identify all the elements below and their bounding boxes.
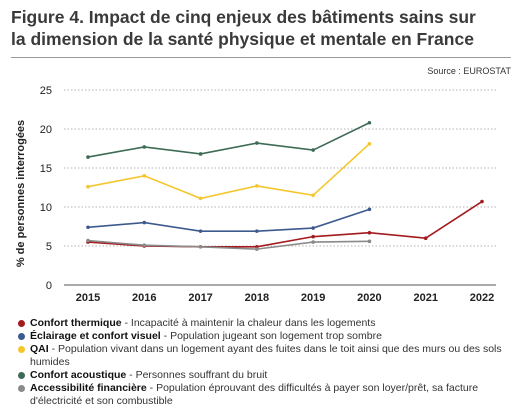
legend-series-description: Personnes souffrant du bruit: [135, 369, 268, 381]
y-tick-label: 5: [46, 241, 52, 253]
legend-item: Confort acoustique - Personnes souffrant…: [18, 369, 514, 382]
data-point: [367, 120, 372, 125]
data-point: [311, 234, 315, 239]
y-tick-label: 15: [40, 163, 52, 175]
source-note: Source : EUROSTAT: [427, 66, 511, 76]
legend-separator: -: [126, 369, 136, 381]
legend-series-name: Accessibilité financière: [30, 382, 147, 394]
legend-series-description: Population jugeant son logement trop som…: [170, 330, 382, 342]
data-point: [255, 141, 259, 145]
legend-series-name: Confort acoustique: [30, 369, 127, 381]
legend-dot-icon: [18, 333, 25, 340]
data-point: [367, 142, 372, 146]
legend-dot-icon: [18, 385, 25, 392]
data-point: [311, 193, 315, 198]
data-point: [198, 152, 203, 156]
legend-item: QAI - Population vivant dans un logement…: [18, 343, 514, 369]
y-tick-label: 10: [40, 202, 52, 214]
x-tick-label: 2022: [470, 292, 494, 304]
x-tick-label: 2016: [132, 292, 156, 304]
data-point: [86, 184, 90, 189]
x-tick-label: 2018: [245, 292, 269, 304]
y-tick-labels: 0 5 10 15 20 25: [40, 85, 52, 292]
legend-separator: -: [146, 382, 157, 394]
series-2: [86, 142, 372, 201]
data-point: [198, 244, 203, 249]
y-tick-label: 20: [40, 124, 52, 136]
data-point: [255, 247, 259, 251]
data-point: [367, 239, 372, 244]
data-point: [142, 220, 147, 225]
legend-series-name: Confort thermique: [30, 317, 122, 329]
data-point: [423, 236, 428, 240]
x-tick-label: 2021: [413, 292, 437, 304]
title-divider: [11, 57, 511, 58]
series-3: [86, 120, 372, 159]
legend-series-name: Éclairage et confort visuel: [30, 330, 161, 342]
legend-series-description: Incapacité à maintenir la chaleur dans l…: [130, 317, 376, 329]
data-point: [311, 148, 315, 152]
x-tick-label: 2015: [76, 292, 100, 304]
series-line: [87, 208, 370, 232]
data-point: [86, 238, 90, 243]
legend-dot-icon: [18, 346, 25, 353]
y-tick-label: 0: [46, 280, 52, 292]
y-axis-label: % de personnes interrogées: [15, 120, 27, 267]
x-tick-label: 2020: [357, 292, 381, 304]
data-point: [255, 184, 259, 188]
series-line: [87, 239, 370, 250]
data-point: [198, 196, 203, 201]
legend-series-name: QAI: [30, 343, 49, 355]
y-tick-label: 25: [40, 85, 52, 97]
legend-separator: -: [160, 330, 171, 342]
series-line: [87, 143, 370, 200]
legend: Confort thermique - Incapacité à mainten…: [18, 317, 514, 408]
x-tick-label: 2019: [301, 292, 325, 304]
legend-dot-icon: [18, 320, 25, 327]
legend-item: Confort thermique - Incapacité à mainten…: [18, 317, 514, 330]
legend-dot-icon: [18, 372, 25, 379]
data-point: [86, 155, 90, 159]
data-point: [142, 174, 147, 178]
series-1: [86, 207, 372, 233]
legend-series-description: Population vivant dans un logement ayant…: [30, 343, 502, 368]
title-line-2: la dimension de la santé physique et men…: [11, 29, 474, 49]
data-point: [311, 226, 315, 230]
series-line: [87, 122, 370, 158]
page-title: Figure 4. Impact de cinq enjeux des bâti…: [11, 6, 516, 50]
data-point: [367, 230, 372, 235]
legend-separator: -: [48, 343, 59, 355]
series-group: [86, 120, 484, 251]
data-point: [142, 145, 147, 149]
series-4: [86, 238, 372, 251]
legend-item: Éclairage et confort visuel - Population…: [18, 330, 514, 343]
data-point: [255, 229, 259, 233]
data-point: [198, 229, 203, 233]
legend-series-description: Population éprouvant des difficultés à p…: [30, 382, 479, 407]
data-point: [311, 240, 315, 244]
data-point: [86, 225, 90, 230]
x-tick-label: 2017: [188, 292, 212, 304]
grid-lines: [64, 89, 496, 286]
title-line-1: Figure 4. Impact de cinq enjeux des bâti…: [11, 7, 476, 27]
legend-item: Accessibilité financière - Population ép…: [18, 382, 514, 408]
series-line: [87, 200, 483, 248]
data-point: [480, 199, 484, 204]
legend-separator: -: [121, 317, 131, 329]
x-tick-labels: 2015 2016 2017 2018 2019 2020 2021 2022: [76, 292, 494, 304]
data-point: [367, 207, 372, 212]
data-point: [142, 243, 147, 248]
